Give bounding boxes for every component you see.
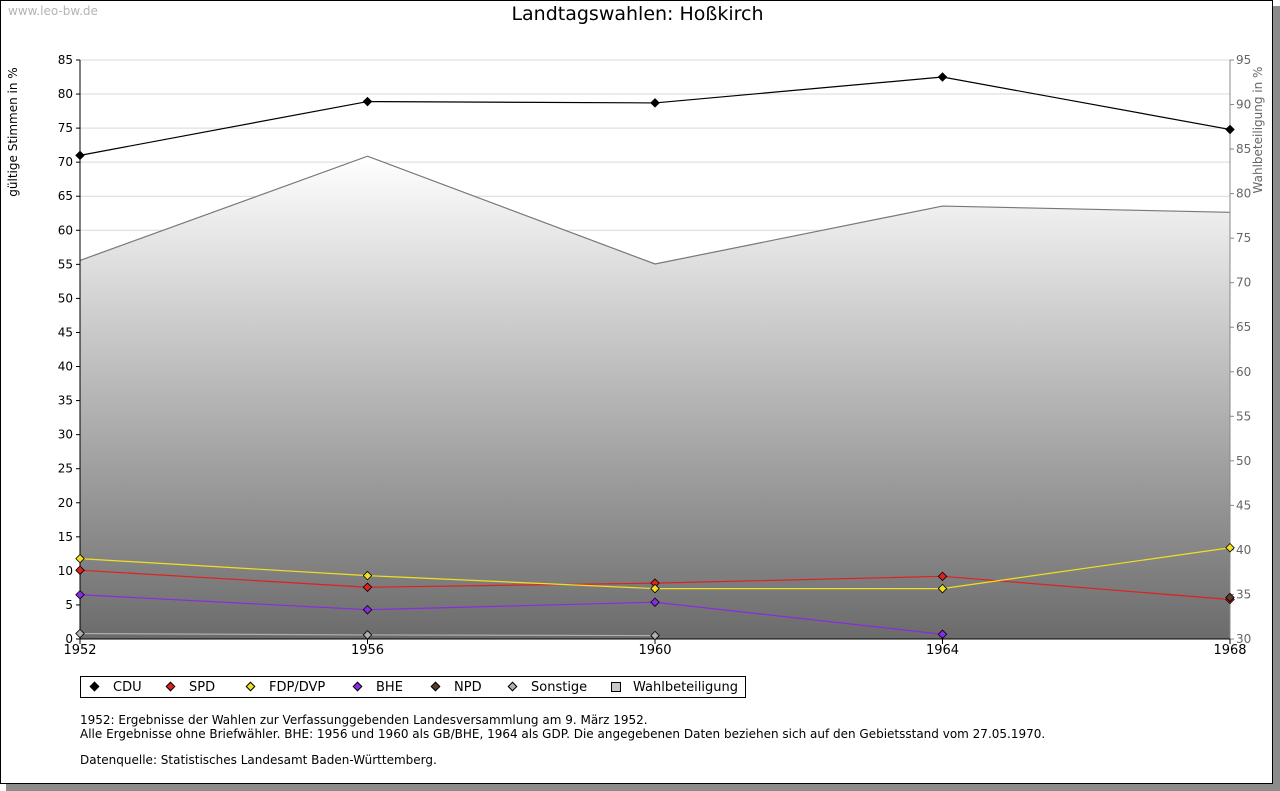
y-tick-label-left: 60 (58, 223, 73, 237)
y-tick-label-right: 50 (1236, 454, 1251, 468)
legend-label: Sonstige (531, 680, 588, 695)
y-tick-label-left: 5 (65, 598, 73, 612)
y-tick-label-left: 85 (58, 53, 73, 67)
legend-square-icon (611, 682, 621, 692)
y-tick-label-left: 80 (58, 87, 73, 101)
data-point-spd (75, 565, 85, 575)
legend-diamond-icon (245, 681, 256, 692)
data-point-sonstige (362, 630, 373, 640)
data-point-cdu (75, 150, 85, 161)
x-tick-label: 1960 (638, 643, 671, 658)
y-tick-label-left: 20 (58, 496, 73, 510)
legend: CDU SPD FDP/DVP BHE NPD Sonstige Wahlbeteiligu… (80, 676, 746, 698)
watermark: www.leo-bw.de (8, 4, 98, 18)
y-tick-label-left: 35 (58, 394, 73, 408)
x-tick-label: 1956 (351, 643, 384, 658)
chart-title: Landtagswahlen: Hoßkirch (511, 3, 764, 25)
y-tick-label-right: 85 (1236, 142, 1251, 156)
data-point-npd (1225, 592, 1235, 603)
data-point-sonstige (650, 630, 660, 641)
legend-diamond-icon (352, 681, 363, 692)
data-point-fdp-dvp (75, 553, 85, 564)
data-point-bhe (362, 604, 373, 615)
y-tick-label-left: 0 (65, 632, 73, 646)
data-point-sonstige (75, 628, 85, 639)
frame-shadow-bottom (6, 784, 1280, 791)
data-point-bhe (75, 589, 85, 600)
data-point-fdp-dvp (650, 583, 660, 594)
series-line-bhe (79, 594, 943, 635)
y-tick-label-right: 80 (1236, 187, 1251, 201)
y-axis-label-left: gültige Stimmen in % (6, 67, 20, 196)
x-tick-label: 1968 (1213, 643, 1246, 658)
legend-label: NPD (454, 680, 482, 695)
source-note: Datenquelle: Statistisches Landesamt Bad… (80, 753, 437, 767)
y-tick-label-left: 25 (58, 462, 73, 476)
chart-plot: 0 5 10 15 20 25 30 35 40 45 50 55 60 65 70 75 80 85 30 35 40… (6, 53, 1265, 658)
y-tick-label-right: 55 (1236, 409, 1251, 423)
y-tick-label-left: 15 (58, 530, 73, 544)
legend-label: FDP/DVP (269, 680, 326, 695)
data-point-cdu (1225, 124, 1235, 135)
data-point-bhe (650, 597, 660, 607)
series-line-cdu (79, 76, 1231, 156)
note-line-1: 1952: Ergebnisse der Wahlen zur Verfassu… (80, 713, 648, 727)
y-tick-label-left: 70 (58, 155, 73, 169)
y-tick-label-right: 95 (1236, 53, 1251, 67)
legend-diamond-icon (430, 681, 441, 692)
data-point-fdp-dvp (937, 583, 948, 594)
y-tick-label-right: 30 (1236, 632, 1251, 646)
turnout-area-line (79, 155, 1231, 265)
y-tick-label-right: 45 (1236, 498, 1251, 512)
legend-diamond-icon (507, 681, 518, 692)
turnout-area-fill (80, 156, 1230, 640)
x-tick-label: 1964 (926, 643, 959, 658)
y-tick-label-left: 45 (58, 325, 73, 339)
y-tick-label-left: 65 (58, 189, 73, 203)
series-markers (75, 72, 1235, 641)
y-tick-label-left: 75 (58, 121, 73, 135)
y-tick-label-left: 40 (58, 360, 73, 374)
y-tick-label-right: 60 (1236, 365, 1251, 379)
legend-label: SPD (189, 680, 216, 695)
y-tick-label-left: 10 (58, 564, 73, 578)
y-tick-label-right: 65 (1236, 320, 1251, 334)
legend-diamond-icon (89, 681, 100, 692)
y-tick-label-right: 70 (1236, 276, 1251, 290)
y-tick-label-left: 55 (58, 257, 73, 271)
legend-label: BHE (376, 680, 403, 695)
y-axis-label-right: Wahlbeteiligung in % (1251, 67, 1265, 194)
y-tick-label-left: 30 (58, 428, 73, 442)
data-point-spd (937, 571, 948, 582)
legend-diamond-icon (165, 681, 176, 692)
turnout-area (79, 155, 1231, 640)
frame-shadow-right (1273, 6, 1280, 791)
y-tick-label-right: 35 (1236, 587, 1251, 601)
data-point-fdp-dvp (362, 570, 373, 581)
axes: 0 5 10 15 20 25 30 35 40 45 50 55 60 65 70 75 80 85 30 35 40… (58, 53, 1252, 658)
data-point-cdu (362, 96, 373, 107)
note-line-2: Alle Ergebnisse ohne Briefwähler. BHE: 1… (80, 727, 1046, 741)
y-tick-label-right: 40 (1236, 543, 1251, 557)
legend-label: CDU (113, 680, 142, 695)
y-tick-label-left: 50 (58, 291, 73, 305)
data-point-spd (362, 582, 373, 592)
data-point-cdu (937, 72, 948, 82)
y-tick-label-right: 90 (1236, 98, 1251, 112)
data-point-fdp-dvp (1225, 542, 1235, 553)
x-tick-label: 1952 (63, 643, 96, 658)
data-point-bhe (937, 629, 948, 639)
y-tick-label-right: 75 (1236, 231, 1251, 245)
data-point-cdu (650, 98, 660, 108)
legend-label: Wahlbeteiligung (633, 680, 739, 695)
